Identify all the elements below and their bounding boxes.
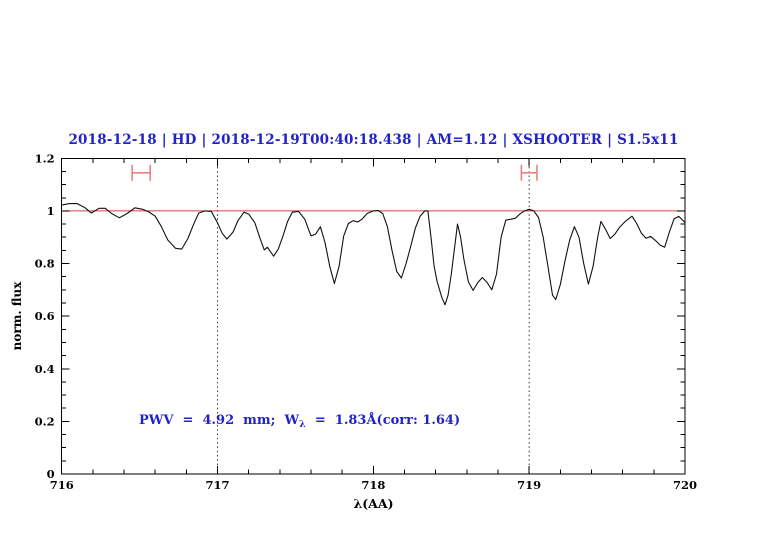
x-tick-label: 716 [50,478,74,492]
y-tick-label: 0.6 [35,309,55,323]
x-axis-label: λ(AA) [353,496,394,511]
y-tick-label: 0.4 [35,362,55,376]
y-tick-label: 0.2 [35,414,55,428]
x-tick-label: 719 [517,478,541,492]
y-tick-label: 1 [47,204,55,218]
x-tick-label: 720 [673,478,697,492]
y-tick-label: 0.8 [35,257,55,271]
annotation-lambda-subscript: λ [299,419,306,430]
annotation-text-pre: PWV = 4.92 mm; W [139,413,300,428]
x-tick-label: 718 [361,478,385,492]
bandpass-marker [131,164,152,181]
annotation-text-post: = 1.83Å(corr: 1.64) [305,413,461,428]
x-tick-label: 717 [206,478,230,492]
y-axis-label: norm. flux [10,281,24,351]
pwv-annotation: PWV = 4.92 mm; Wλ = 1.83Å(corr: 1.64) [139,413,460,430]
y-tick-label: 0 [47,467,55,481]
y-tick-label: 1.2 [35,151,55,165]
bandpass-marker [520,164,538,181]
plot-title: 2018-12-18 | HD | 2018-12-19T00:40:18.43… [68,132,679,148]
spectrum-line [61,203,686,306]
